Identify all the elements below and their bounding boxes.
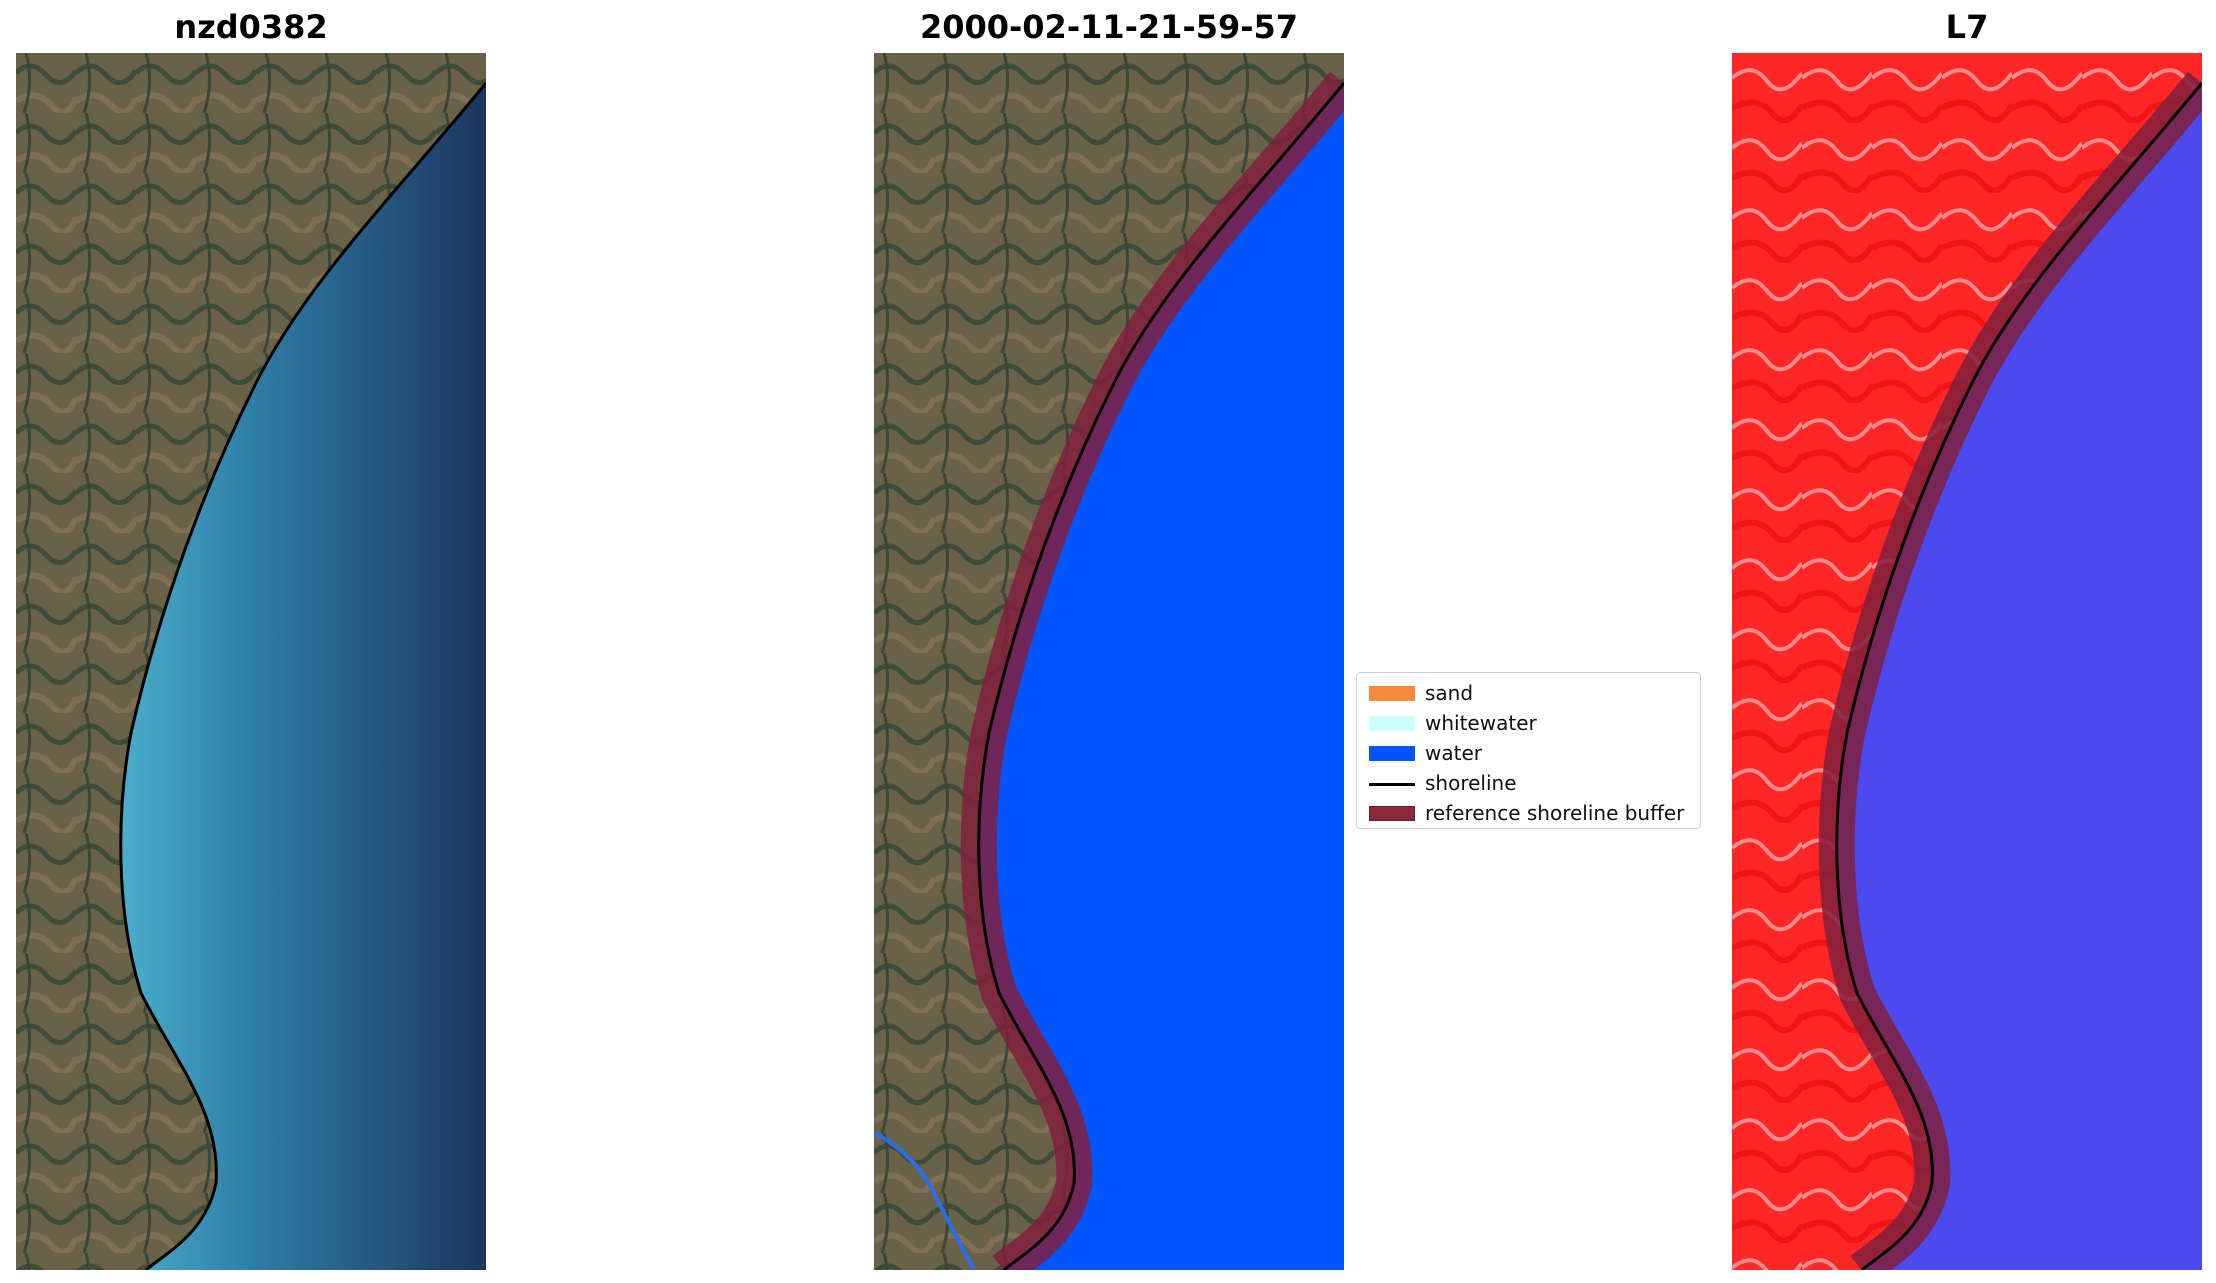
legend-item-shoreline: shoreline (1357, 767, 1700, 797)
classified-image (874, 53, 1344, 1270)
legend-item-whitewater: whitewater (1357, 707, 1700, 737)
legend-label-sand: sand (1425, 681, 1474, 705)
legend-item-sand: sand (1357, 677, 1700, 707)
legend-label-water: water (1425, 741, 1482, 765)
legend-label-whitewater: whitewater (1425, 711, 1537, 735)
legend-swatch-buffer (1369, 806, 1415, 821)
legend-line-shoreline (1369, 783, 1415, 786)
rgb-satellite-image (16, 53, 486, 1270)
legend: sand whitewater water shoreline referenc… (1356, 672, 1701, 829)
legend-label-buffer: reference shoreline buffer (1425, 801, 1685, 825)
legend-swatch-water (1369, 746, 1415, 761)
legend-swatch-whitewater (1369, 716, 1415, 731)
legend-item-buffer: reference shoreline buffer (1357, 797, 1700, 827)
panel-title-classified: 2000-02-11-21-59-57 (919, 8, 1299, 46)
legend-swatch-sand (1369, 686, 1415, 701)
legend-item-water: water (1357, 737, 1700, 767)
panel-title-nir: L7 (1945, 8, 1989, 46)
legend-label-shoreline: shoreline (1425, 771, 1517, 795)
panel-title-rgb: nzd0382 (174, 8, 328, 46)
false-color-image (1732, 53, 2202, 1270)
